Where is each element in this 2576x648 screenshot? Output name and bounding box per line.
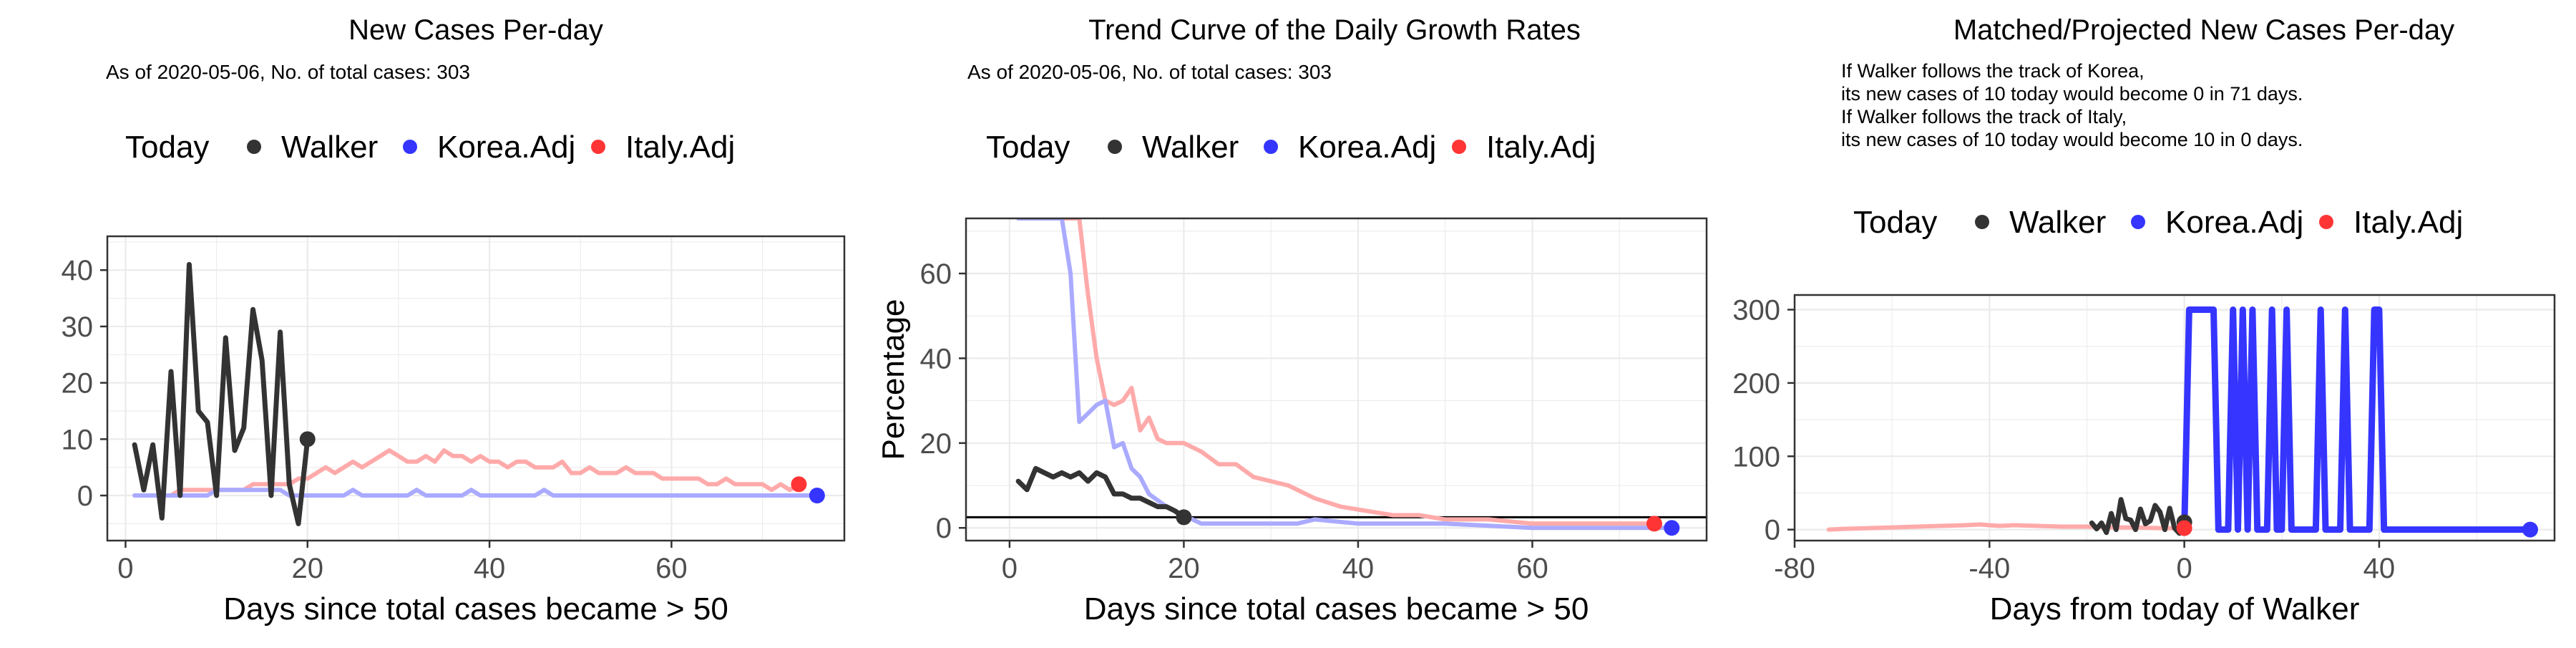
x-tick-label: 40: [1342, 553, 1375, 584]
plot-frame: [106, 235, 846, 542]
legend-key: [2131, 215, 2145, 229]
legend-title: Today: [986, 130, 1070, 165]
x-axis-label: Days from today of Walker: [1990, 591, 2360, 627]
y-tick-label: 0: [77, 480, 93, 512]
x-tick-label: 60: [1516, 553, 1548, 584]
legend-title: Today: [125, 130, 209, 165]
legend-label: Korea.Adj: [2165, 205, 2303, 240]
legend-key: [591, 140, 605, 154]
plot-background: [966, 218, 1707, 541]
chart-note: its new cases of 10 today would become 1…: [1841, 129, 2303, 150]
today-point-walker: [299, 431, 316, 448]
legend-label: Korea.Adj: [437, 130, 575, 165]
plot-data: [966, 218, 1707, 536]
plot-background: [1795, 295, 2555, 541]
x-tick-label: -80: [1774, 553, 1815, 584]
chart-panel-1: New Cases Per-day As of 2020-05-06, No. o…: [62, 14, 846, 627]
chart-subtitle: As of 2020-05-06, No. of total cases: 30…: [106, 61, 470, 83]
series-line-walker: [2089, 497, 2187, 536]
x-axis-label: Days since total cases became > 50: [1084, 591, 1589, 627]
legend-label: Italy.Adj: [2353, 205, 2463, 240]
x-tick-label: 40: [474, 553, 506, 584]
x-tick-label: 20: [1168, 553, 1200, 584]
legend-label: Walker: [2009, 205, 2106, 240]
legend-key: [1264, 140, 1278, 154]
y-tick-label: 300: [1732, 294, 1780, 326]
x-tick-label: 0: [2176, 553, 2192, 584]
chart-legend: Today Walker Korea.Adj Italy.Adj: [986, 130, 1596, 165]
plot-grid: [107, 236, 844, 541]
legend-label: Walker: [281, 130, 378, 165]
chart-note: If Walker follows the track of Korea,: [1841, 60, 2145, 82]
chart-panel-2: Trend Curve of the Daily Growth Rates As …: [876, 14, 1708, 627]
y-tick-label: 0: [1765, 515, 1780, 546]
x-tick-label: 60: [655, 553, 688, 584]
chart-title: New Cases Per-day: [348, 14, 603, 46]
legend-label: Korea.Adj: [1298, 130, 1436, 165]
y-tick-label: 20: [920, 428, 952, 460]
x-axis-label: Days since total cases became > 50: [223, 591, 728, 627]
today-point-korea-adj: [1664, 520, 1680, 536]
chart-title: Trend Curve of the Daily Growth Rates: [1088, 14, 1581, 46]
legend-key: [1452, 140, 1466, 154]
series-line-walker: [132, 261, 311, 526]
legend-key: [247, 140, 261, 154]
y-tick-label: 0: [936, 513, 952, 544]
x-tick-label: 0: [1002, 553, 1018, 584]
x-tick-label: 20: [292, 553, 324, 584]
y-tick-label: 30: [62, 311, 94, 343]
x-tick-label: 0: [117, 553, 133, 584]
y-axis-label: Percentage: [876, 299, 911, 460]
legend-key: [403, 140, 417, 154]
chart-note: If Walker follows the track of Italy,: [1841, 106, 2127, 127]
legend-title: Today: [1853, 205, 1937, 240]
series-line-walker: [1015, 465, 1186, 520]
chart-note: its new cases of 10 today would become 0…: [1841, 83, 2303, 105]
chart-legend: Today Walker Korea.Adj Italy.Adj: [1853, 205, 2463, 240]
chart-title: Matched/Projected New Cases Per-day: [1953, 14, 2454, 46]
y-tick-label: 60: [920, 258, 952, 290]
chart-subtitle: As of 2020-05-06, No. of total cases: 30…: [967, 61, 1332, 83]
today-point-italy-adj: [2176, 520, 2192, 536]
today-point-italy-adj: [1646, 516, 1662, 532]
plot-frame: [1793, 294, 2556, 542]
y-tick-label: 100: [1732, 441, 1780, 473]
today-point-italy-adj: [791, 476, 807, 493]
series-line-korea-adj: [2181, 306, 2534, 533]
y-tick-label: 200: [1732, 368, 1780, 400]
plot-data: [1826, 306, 2538, 538]
y-tick-label: 20: [62, 368, 94, 400]
chart-panel-3: Matched/Projected New Cases Per-day If Wa…: [1732, 14, 2556, 627]
today-point-walker: [1176, 509, 1192, 526]
legend-label: Italy.Adj: [1486, 130, 1596, 165]
series-line-korea-adj: [132, 488, 819, 498]
legend-key: [1975, 215, 1989, 229]
x-tick-label: -40: [1968, 553, 2010, 584]
legend-label: Italy.Adj: [625, 130, 735, 165]
legend-key: [2319, 215, 2333, 229]
plot-data: [132, 261, 825, 526]
plot-frame: [965, 217, 1708, 542]
y-tick-label: 40: [62, 255, 94, 286]
legend-key: [1108, 140, 1122, 154]
legend-label: Walker: [1142, 130, 1239, 165]
today-point-korea-adj: [809, 488, 825, 504]
chart-legend: Today Walker Korea.Adj Italy.Adj: [125, 130, 735, 165]
y-tick-label: 10: [62, 424, 94, 455]
x-tick-label: 40: [2363, 553, 2396, 584]
y-tick-label: 40: [920, 343, 952, 374]
today-point-korea-adj: [2522, 521, 2538, 538]
